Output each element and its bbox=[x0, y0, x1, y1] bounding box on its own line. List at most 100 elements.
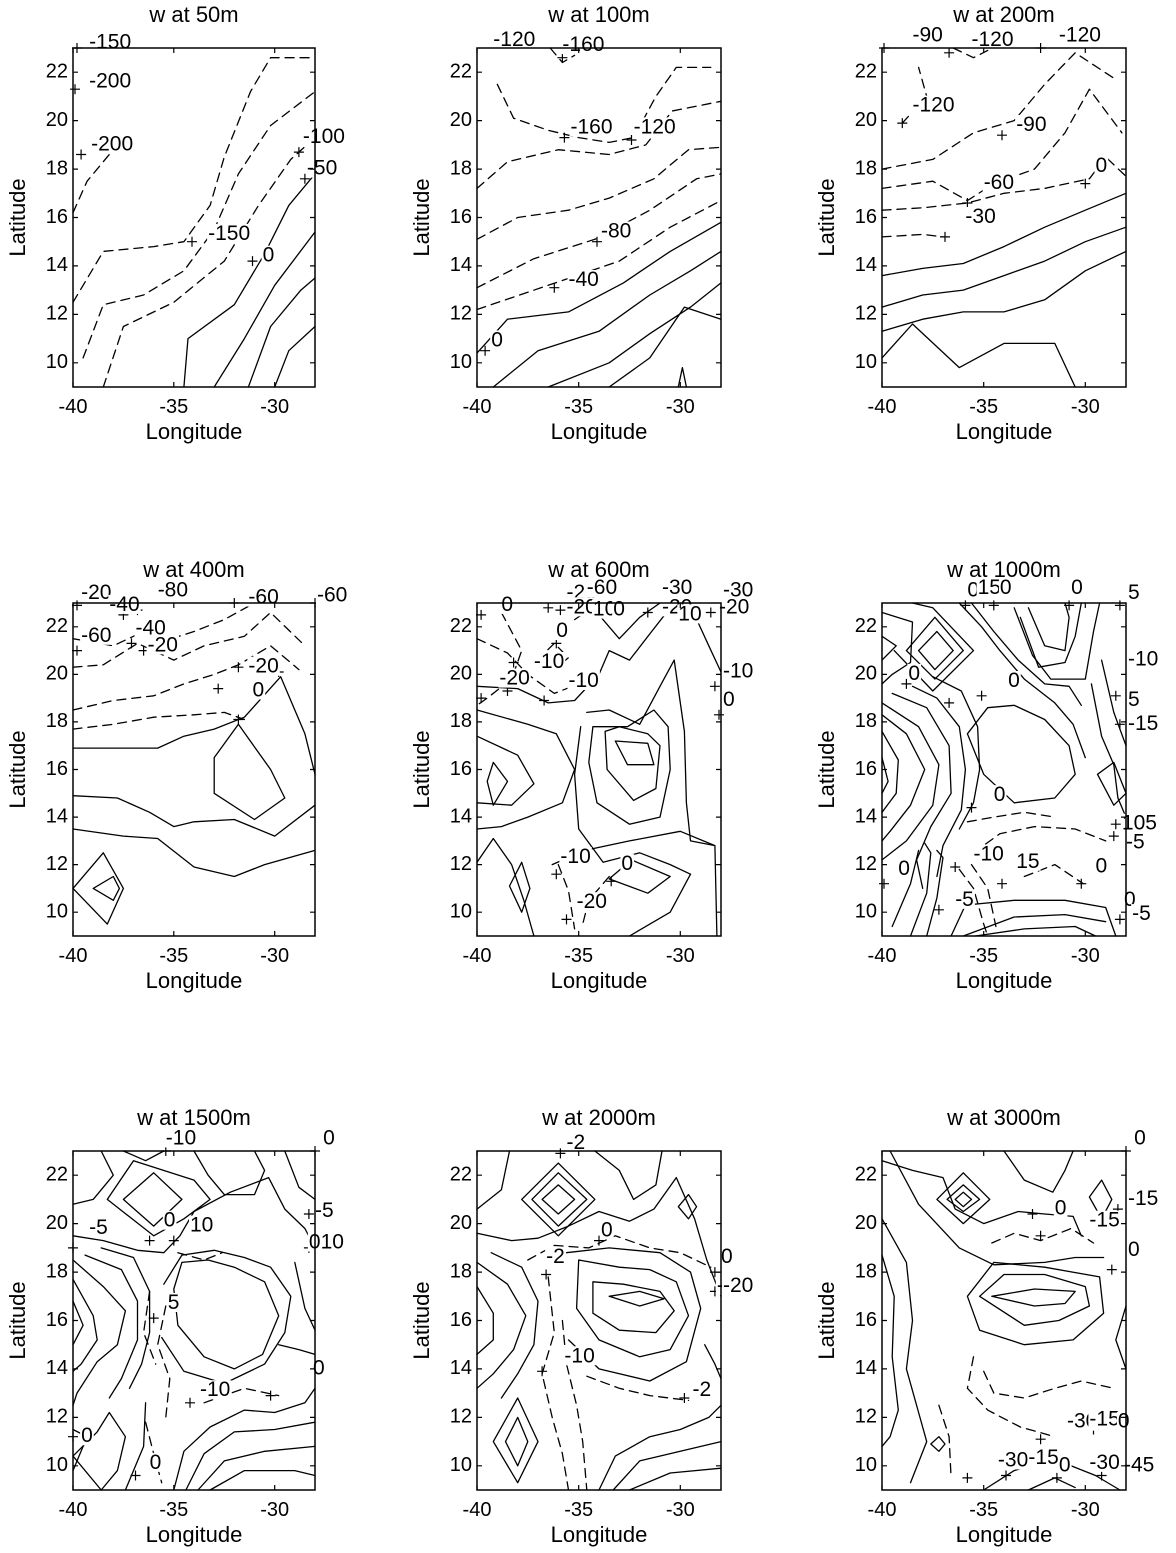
negative-contour-line bbox=[496, 66, 712, 144]
contour-label-marker bbox=[1051, 1472, 1062, 1483]
contour-label-background bbox=[575, 892, 608, 912]
y-tick-label: 16 bbox=[855, 206, 877, 228]
contour-line bbox=[185, 1421, 316, 1491]
contour-label-background bbox=[982, 173, 1016, 193]
y-tick-label: 22 bbox=[855, 1163, 877, 1185]
y-tick-label: 18 bbox=[855, 1260, 877, 1282]
contour-label: -200 bbox=[89, 69, 131, 92]
contour-label-background bbox=[80, 1426, 94, 1446]
contour-label: 0 bbox=[613, 598, 625, 621]
contour-line bbox=[881, 714, 926, 842]
contour-label-background bbox=[1127, 1239, 1141, 1259]
contour-label-background bbox=[500, 594, 515, 614]
contour-label-marker bbox=[1035, 1230, 1046, 1241]
contour-label-background bbox=[247, 656, 280, 676]
contour-line bbox=[565, 1247, 702, 1382]
contour-line bbox=[932, 676, 981, 830]
contour-label-marker bbox=[933, 904, 944, 915]
y-tick-label: 14 bbox=[450, 254, 472, 276]
chart-title: w at 50m bbox=[148, 2, 238, 27]
contour-line bbox=[278, 1344, 316, 1356]
contour-label-background bbox=[591, 599, 618, 619]
contour-label-background bbox=[722, 690, 736, 709]
y-tick-label: 22 bbox=[46, 1163, 68, 1185]
negative-contour-line bbox=[966, 811, 1056, 823]
contour-label: -160 bbox=[571, 115, 613, 138]
contour-label: 0 bbox=[313, 1356, 325, 1379]
contour-line bbox=[917, 630, 954, 671]
contour-label-marker bbox=[476, 609, 487, 620]
contour-line bbox=[72, 1150, 114, 1205]
x-axis-label: Longitude bbox=[146, 419, 243, 444]
contour-label-background bbox=[1027, 1448, 1060, 1467]
contour-label: -20 bbox=[499, 667, 529, 690]
contour-label-marker bbox=[299, 173, 310, 184]
contour-line bbox=[881, 323, 1076, 388]
contour-label-marker bbox=[508, 657, 519, 668]
contour-label: -10 bbox=[560, 845, 590, 868]
y-tick-label: 12 bbox=[450, 1406, 472, 1428]
contour-line bbox=[881, 1218, 928, 1484]
y-tick-label: 10 bbox=[46, 351, 68, 373]
contour-line bbox=[881, 611, 914, 685]
contour-label-background bbox=[207, 223, 252, 243]
negative-contour-line bbox=[561, 1319, 588, 1491]
contour-label-background bbox=[80, 583, 113, 602]
contour-label: -50 bbox=[307, 157, 337, 180]
contour-label-background bbox=[907, 663, 922, 683]
contour-line bbox=[586, 659, 718, 937]
y-tick-label: 10 bbox=[450, 1454, 472, 1476]
contour-label-background bbox=[911, 95, 956, 115]
contour-label-background bbox=[164, 1128, 198, 1148]
contour-label-marker bbox=[1001, 1470, 1011, 1481]
contour-label-marker bbox=[997, 130, 1007, 141]
x-tick-label: -35 bbox=[564, 396, 593, 418]
contour-label: -20 bbox=[248, 655, 278, 678]
contour-line bbox=[72, 852, 125, 925]
contour-label-background bbox=[1088, 1452, 1121, 1472]
contour-label-background bbox=[632, 117, 677, 137]
contour-line bbox=[1003, 1150, 1074, 1193]
contour-label: -10 bbox=[564, 1344, 594, 1367]
contour-label-marker bbox=[1080, 178, 1091, 189]
negative-contour-line bbox=[177, 1252, 223, 1261]
x-tick-label: -35 bbox=[159, 1499, 188, 1521]
contour-line bbox=[193, 1150, 266, 1196]
contour-label-background bbox=[691, 1380, 713, 1400]
contour-line bbox=[1090, 683, 1127, 818]
contour-label: 0 bbox=[1128, 1238, 1140, 1261]
contour-label: 010 bbox=[309, 1231, 344, 1254]
contour-label-background bbox=[565, 1133, 587, 1153]
contour-label-background bbox=[307, 1232, 345, 1252]
negative-contour-line bbox=[938, 1404, 952, 1479]
contour-label-background bbox=[722, 580, 755, 600]
y-tick-label: 18 bbox=[46, 710, 68, 732]
contour-line bbox=[213, 231, 316, 388]
contour-label-marker bbox=[126, 638, 137, 649]
contour-label-marker bbox=[1114, 914, 1125, 925]
contour-label-background bbox=[498, 668, 531, 688]
contour-label-marker bbox=[130, 1470, 141, 1481]
negative-contour-line bbox=[586, 1375, 690, 1402]
contour-label: -15 bbox=[1089, 1407, 1119, 1430]
contour-label-background bbox=[166, 1293, 181, 1312]
x-tick-label: -40 bbox=[59, 1499, 88, 1521]
contour-line bbox=[541, 1184, 576, 1215]
contour-label-background bbox=[661, 578, 694, 598]
contour-label: -10 bbox=[1128, 648, 1158, 671]
contour-line bbox=[592, 1281, 675, 1334]
contour-line bbox=[122, 1150, 165, 1162]
contour-label-background bbox=[251, 680, 266, 700]
contour-label: 0 bbox=[721, 1245, 733, 1268]
contour-label-background bbox=[992, 785, 1007, 805]
contour-label-marker bbox=[476, 693, 487, 704]
contour-line bbox=[476, 221, 722, 354]
contour-label-background bbox=[1127, 1188, 1160, 1208]
contour-label: -60 bbox=[81, 624, 111, 647]
contour-label-background bbox=[80, 625, 113, 645]
x-tick-label: -35 bbox=[159, 396, 188, 418]
contour-label: -40 bbox=[136, 617, 166, 640]
negative-contour-line bbox=[958, 868, 989, 937]
contour-label-marker bbox=[148, 1313, 159, 1324]
